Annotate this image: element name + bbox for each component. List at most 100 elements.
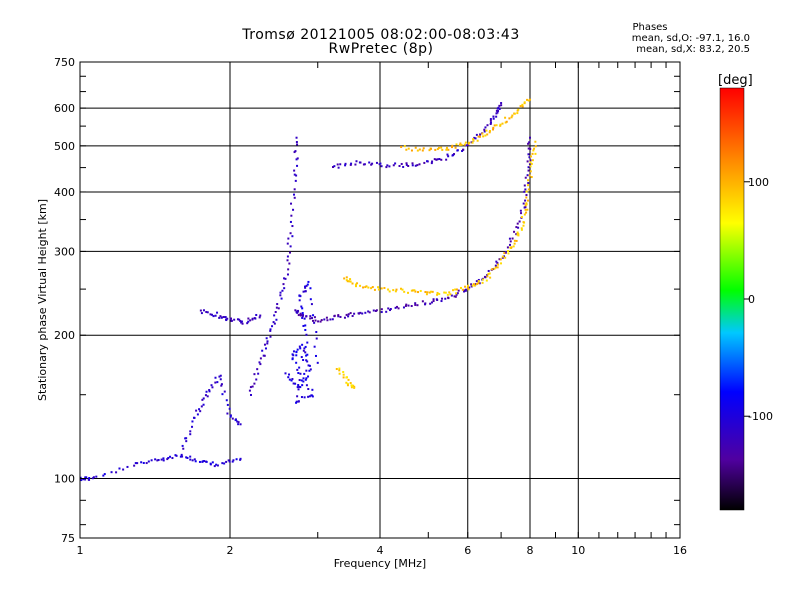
data-point <box>304 324 307 327</box>
data-point <box>436 298 439 301</box>
data-point <box>479 133 482 136</box>
data-point <box>474 283 477 286</box>
data-point <box>295 310 298 313</box>
data-point <box>492 128 495 131</box>
data-point <box>364 286 367 289</box>
data-point <box>492 126 495 129</box>
data-point <box>414 146 417 149</box>
data-point <box>344 162 347 165</box>
data-point <box>486 274 489 277</box>
data-point <box>142 461 145 464</box>
data-point <box>208 389 211 392</box>
x-tick-labels: 1 2 4 6 8 10 16 <box>77 544 688 557</box>
data-point <box>410 289 413 292</box>
data-point <box>525 202 528 205</box>
data-point <box>508 117 511 120</box>
data-point <box>500 102 503 105</box>
data-point <box>92 476 95 479</box>
data-point <box>343 277 346 280</box>
data-point <box>284 277 287 280</box>
data-point <box>501 256 504 259</box>
data-point <box>167 456 170 459</box>
data-point <box>208 390 211 393</box>
data-point <box>118 467 121 470</box>
data-point <box>524 199 527 202</box>
data-point <box>298 299 301 302</box>
data-point <box>286 259 289 262</box>
data-point <box>407 304 410 307</box>
data-point <box>295 141 298 144</box>
data-point <box>489 119 492 122</box>
data-point <box>307 388 310 391</box>
data-point <box>205 390 208 393</box>
data-point <box>223 462 226 465</box>
data-point <box>295 354 298 357</box>
data-point <box>219 374 222 377</box>
data-point <box>441 297 444 300</box>
data-point <box>219 315 222 318</box>
data-point <box>255 378 258 381</box>
data-point <box>171 457 174 460</box>
data-point <box>255 313 258 316</box>
data-point <box>272 321 275 324</box>
y-tick-label: 200 <box>54 329 75 342</box>
data-point <box>87 478 90 481</box>
data-point <box>467 288 470 291</box>
data-point <box>515 233 518 236</box>
data-point <box>296 157 299 160</box>
data-point <box>306 283 309 286</box>
data-point <box>525 196 528 199</box>
data-point <box>457 289 460 292</box>
data-point <box>463 290 466 293</box>
data-point <box>530 162 533 165</box>
data-point <box>407 147 410 150</box>
data-point <box>193 458 196 461</box>
data-point <box>512 245 515 248</box>
data-point <box>265 337 268 340</box>
data-point <box>305 377 308 380</box>
data-point <box>527 142 530 145</box>
data-point <box>84 478 87 481</box>
data-point <box>286 255 289 258</box>
data-point <box>222 316 225 319</box>
data-point <box>392 164 395 167</box>
data-point <box>342 370 345 373</box>
data-point <box>282 283 285 286</box>
data-point <box>380 287 383 290</box>
data-point <box>215 463 218 466</box>
x-tick-label: 10 <box>571 544 585 557</box>
data-point <box>440 300 443 303</box>
data-point <box>269 329 272 332</box>
data-point <box>477 282 480 285</box>
data-point <box>437 146 440 149</box>
data-point <box>346 384 349 387</box>
data-point <box>431 160 434 163</box>
data-point <box>397 307 400 310</box>
data-point <box>416 304 419 307</box>
data-point <box>515 239 518 242</box>
data-point <box>530 155 533 158</box>
data-point <box>136 462 139 465</box>
data-point <box>298 345 301 348</box>
data-point <box>367 286 370 289</box>
data-point <box>82 478 85 481</box>
data-point <box>493 124 496 127</box>
data-point <box>359 161 362 164</box>
data-point <box>411 162 414 165</box>
data-point <box>220 383 223 386</box>
data-point <box>307 364 310 367</box>
data-point <box>435 158 438 161</box>
data-point <box>301 343 304 346</box>
data-point <box>377 286 380 289</box>
data-point <box>274 310 277 313</box>
data-point <box>509 240 512 243</box>
data-point <box>345 276 348 279</box>
data-point <box>432 298 435 301</box>
data-point <box>354 285 357 288</box>
data-point <box>522 221 525 224</box>
data-point <box>484 134 487 137</box>
data-point <box>517 234 520 237</box>
data-point <box>507 252 510 255</box>
data-point <box>464 288 467 291</box>
data-point <box>182 447 185 450</box>
